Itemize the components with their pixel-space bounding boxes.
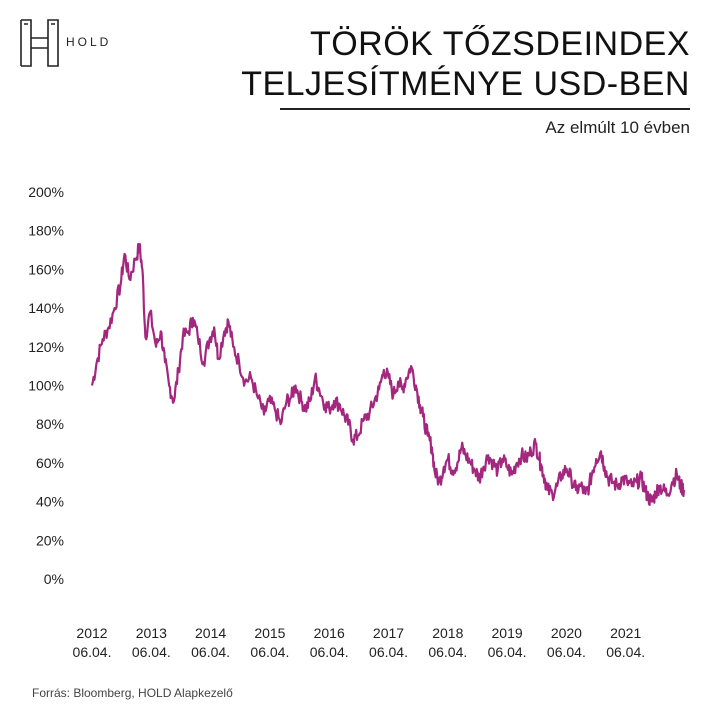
y-tick-label: 120%: [28, 339, 64, 355]
x-tick-date: 06.04.: [369, 644, 408, 660]
x-tick-date: 06.04.: [132, 644, 171, 660]
x-tick-year: 2014: [195, 625, 226, 641]
x-tick-year: 2017: [373, 625, 404, 641]
x-axis: 2012 06.04. 2013 06.04. 2014 06.04. 2015 06.04.…: [73, 625, 646, 660]
series-line-0: [90, 243, 686, 506]
source-note: Forrás: Bloomberg, HOLD Alapkezelő: [32, 686, 233, 700]
title-divider: [280, 108, 690, 110]
y-tick-label: 0%: [44, 571, 64, 587]
y-tick-label: 20%: [36, 532, 64, 548]
y-tick-label: 80%: [36, 416, 64, 432]
x-tick-date: 06.04.: [310, 644, 349, 660]
y-tick-label: 200%: [28, 184, 64, 200]
x-tick-year: 2013: [136, 625, 167, 641]
y-tick-label: 180%: [28, 223, 64, 239]
y-tick-label: 100%: [28, 378, 64, 394]
title-line-1: TÖRÖK TŐZSDEINDEX: [309, 25, 690, 63]
x-tick-date: 06.04.: [488, 644, 527, 660]
x-tick-year: 2020: [551, 625, 582, 641]
x-tick-year: 2018: [432, 625, 463, 641]
x-tick-date: 06.04.: [547, 644, 586, 660]
x-tick-year: 2016: [314, 625, 345, 641]
x-tick-year: 2012: [76, 625, 107, 641]
title-line-2: TELJESÍTMÉNYE USD-BEN: [241, 65, 690, 103]
x-tick-date: 06.04.: [73, 644, 112, 660]
x-tick-date: 06.04.: [250, 644, 289, 660]
y-axis: 0% 20% 40% 60% 80% 100% 120% 140% 160% 180% 200%: [28, 184, 64, 587]
x-tick-year: 2019: [492, 625, 523, 641]
x-tick-date: 06.04.: [428, 644, 467, 660]
x-tick-date: 06.04.: [606, 644, 645, 660]
chart-title: TÖRÖK TŐZSDEINDEX TELJESÍTMÉNYE USD-BEN: [241, 24, 690, 104]
x-tick-year: 2021: [610, 625, 641, 641]
y-tick-label: 160%: [28, 261, 64, 277]
y-tick-label: 40%: [36, 494, 64, 510]
hold-logo-icon: [20, 19, 59, 67]
hold-logo: [18, 18, 148, 68]
y-tick-label: 140%: [28, 300, 64, 316]
plot-area: [90, 243, 686, 506]
y-tick-label: 60%: [36, 455, 64, 471]
chart-subtitle: Az elmúlt 10 évben: [545, 118, 690, 137]
logo-text: HOLD: [66, 35, 112, 49]
x-tick-date: 06.04.: [191, 644, 230, 660]
x-tick-year: 2015: [254, 625, 285, 641]
